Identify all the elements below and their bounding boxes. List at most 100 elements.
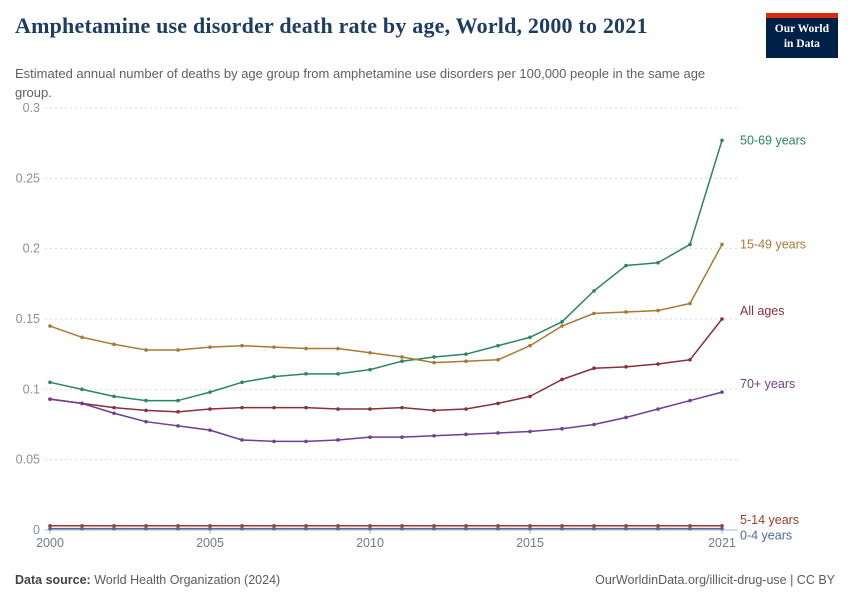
data-point-70-years[interactable] [240, 438, 244, 442]
data-point-all-ages[interactable] [688, 357, 692, 362]
data-point-all-ages[interactable] [592, 366, 596, 371]
data-point-50-69-years[interactable] [464, 352, 468, 356]
data-point-5-14-years[interactable] [720, 523, 724, 528]
data-point-all-ages[interactable] [144, 408, 148, 413]
data-point-15-49-years[interactable] [624, 310, 628, 314]
data-point-70-years[interactable] [272, 439, 276, 444]
data-point-70-years[interactable] [80, 401, 84, 406]
data-point-5-14-years[interactable] [304, 523, 308, 528]
data-point-5-14-years[interactable] [624, 523, 628, 528]
data-point-70-years[interactable] [624, 415, 628, 420]
data-point-all-ages[interactable] [336, 407, 340, 411]
data-point-50-69-years[interactable] [336, 372, 340, 376]
data-point-5-14-years[interactable] [240, 523, 244, 528]
data-point-15-49-years[interactable] [304, 346, 308, 351]
data-point-15-49-years[interactable] [560, 324, 564, 328]
data-point-15-49-years[interactable] [336, 346, 340, 351]
data-point-15-49-years[interactable] [272, 345, 276, 349]
data-point-0-4-years[interactable] [208, 526, 212, 531]
data-point-5-14-years[interactable] [144, 523, 148, 528]
data-point-15-49-years[interactable] [464, 359, 468, 364]
data-point-15-49-years[interactable] [528, 343, 532, 348]
data-point-70-years[interactable] [496, 431, 500, 435]
data-point-0-4-years[interactable] [432, 526, 436, 531]
data-point-15-49-years[interactable] [592, 311, 596, 316]
data-point-all-ages[interactable] [208, 407, 212, 411]
line-chart-plot[interactable]: 0 0.05 0.1 0.15 0.2 0.25 0.3 2000 2005 2010 2015 20… [0, 93, 850, 563]
data-point-50-69-years[interactable] [272, 374, 276, 379]
data-point-5-14-years[interactable] [80, 523, 84, 528]
data-point-5-14-years[interactable] [688, 523, 692, 528]
data-point-15-49-years[interactable] [496, 357, 500, 362]
data-point-5-14-years[interactable] [432, 523, 436, 528]
data-point-50-69-years[interactable] [528, 335, 532, 340]
data-point-70-years[interactable] [304, 439, 308, 444]
data-point-0-4-years[interactable] [144, 526, 148, 531]
data-point-50-69-years[interactable] [592, 289, 596, 293]
data-point-50-69-years[interactable] [80, 387, 84, 392]
data-point-all-ages[interactable] [112, 405, 116, 410]
data-point-15-49-years[interactable] [688, 301, 692, 306]
data-point-all-ages[interactable] [560, 377, 564, 382]
data-point-70-years[interactable] [592, 422, 596, 427]
data-point-50-69-years[interactable] [368, 367, 372, 372]
data-point-50-69-years[interactable] [656, 260, 660, 265]
data-point-5-14-years[interactable] [656, 523, 660, 528]
data-point-all-ages[interactable] [400, 405, 404, 410]
data-point-50-69-years[interactable] [720, 138, 724, 143]
data-point-70-years[interactable] [560, 426, 564, 431]
data-point-0-4-years[interactable] [592, 526, 596, 531]
data-point-50-69-years[interactable] [112, 394, 116, 399]
series-label-70-years[interactable]: 70+ years [740, 377, 795, 391]
data-point-50-69-years[interactable] [144, 398, 148, 403]
data-point-0-4-years[interactable] [336, 526, 340, 531]
data-point-5-14-years[interactable] [464, 523, 468, 528]
data-point-all-ages[interactable] [240, 405, 244, 410]
data-point-all-ages[interactable] [624, 365, 628, 369]
data-point-all-ages[interactable] [720, 317, 724, 321]
data-point-15-49-years[interactable] [208, 345, 212, 349]
data-point-15-49-years[interactable] [144, 348, 148, 352]
data-point-0-4-years[interactable] [272, 526, 276, 531]
data-point-5-14-years[interactable] [528, 523, 532, 528]
data-point-5-14-years[interactable] [112, 523, 116, 528]
data-point-70-years[interactable] [208, 428, 212, 432]
data-point-50-69-years[interactable] [496, 343, 500, 348]
data-point-all-ages[interactable] [432, 408, 436, 413]
data-point-0-4-years[interactable] [80, 526, 84, 531]
data-point-all-ages[interactable] [304, 405, 308, 410]
data-point-5-14-years[interactable] [272, 523, 276, 528]
data-point-0-4-years[interactable] [528, 526, 532, 531]
data-point-70-years[interactable] [528, 429, 532, 434]
data-point-70-years[interactable] [688, 398, 692, 403]
data-point-15-49-years[interactable] [656, 308, 660, 313]
series-line-50-69-years[interactable] [49, 140, 723, 402]
data-point-5-14-years[interactable] [400, 523, 404, 528]
data-point-70-years[interactable] [656, 407, 660, 411]
data-point-70-years[interactable] [400, 435, 404, 439]
data-point-0-4-years[interactable] [304, 526, 308, 531]
data-point-70-years[interactable] [176, 424, 180, 428]
series-line-all-ages[interactable] [49, 318, 723, 413]
data-point-0-4-years[interactable] [496, 526, 500, 531]
data-point-15-49-years[interactable] [240, 343, 244, 348]
data-point-all-ages[interactable] [272, 405, 276, 410]
data-point-0-4-years[interactable] [368, 526, 372, 531]
data-point-5-14-years[interactable] [208, 523, 212, 528]
data-point-70-years[interactable] [112, 411, 116, 416]
data-point-5-14-years[interactable] [176, 523, 180, 528]
data-point-0-4-years[interactable] [560, 526, 564, 531]
data-point-all-ages[interactable] [496, 401, 500, 406]
data-point-15-49-years[interactable] [400, 355, 404, 359]
data-point-70-years[interactable] [720, 390, 724, 394]
data-point-50-69-years[interactable] [432, 355, 436, 359]
data-point-0-4-years[interactable] [48, 526, 52, 531]
data-point-5-14-years[interactable] [368, 523, 372, 528]
data-point-all-ages[interactable] [368, 407, 372, 411]
series-line-15-49-years[interactable] [49, 244, 723, 364]
data-point-15-49-years[interactable] [368, 350, 372, 355]
series-label-15-49-years[interactable]: 15-49 years [740, 237, 806, 251]
data-point-50-69-years[interactable] [48, 380, 52, 385]
series-label-5-14-years[interactable]: 5-14 years [740, 513, 799, 527]
series-label-50-69-years[interactable]: 50-69 years [740, 133, 806, 147]
